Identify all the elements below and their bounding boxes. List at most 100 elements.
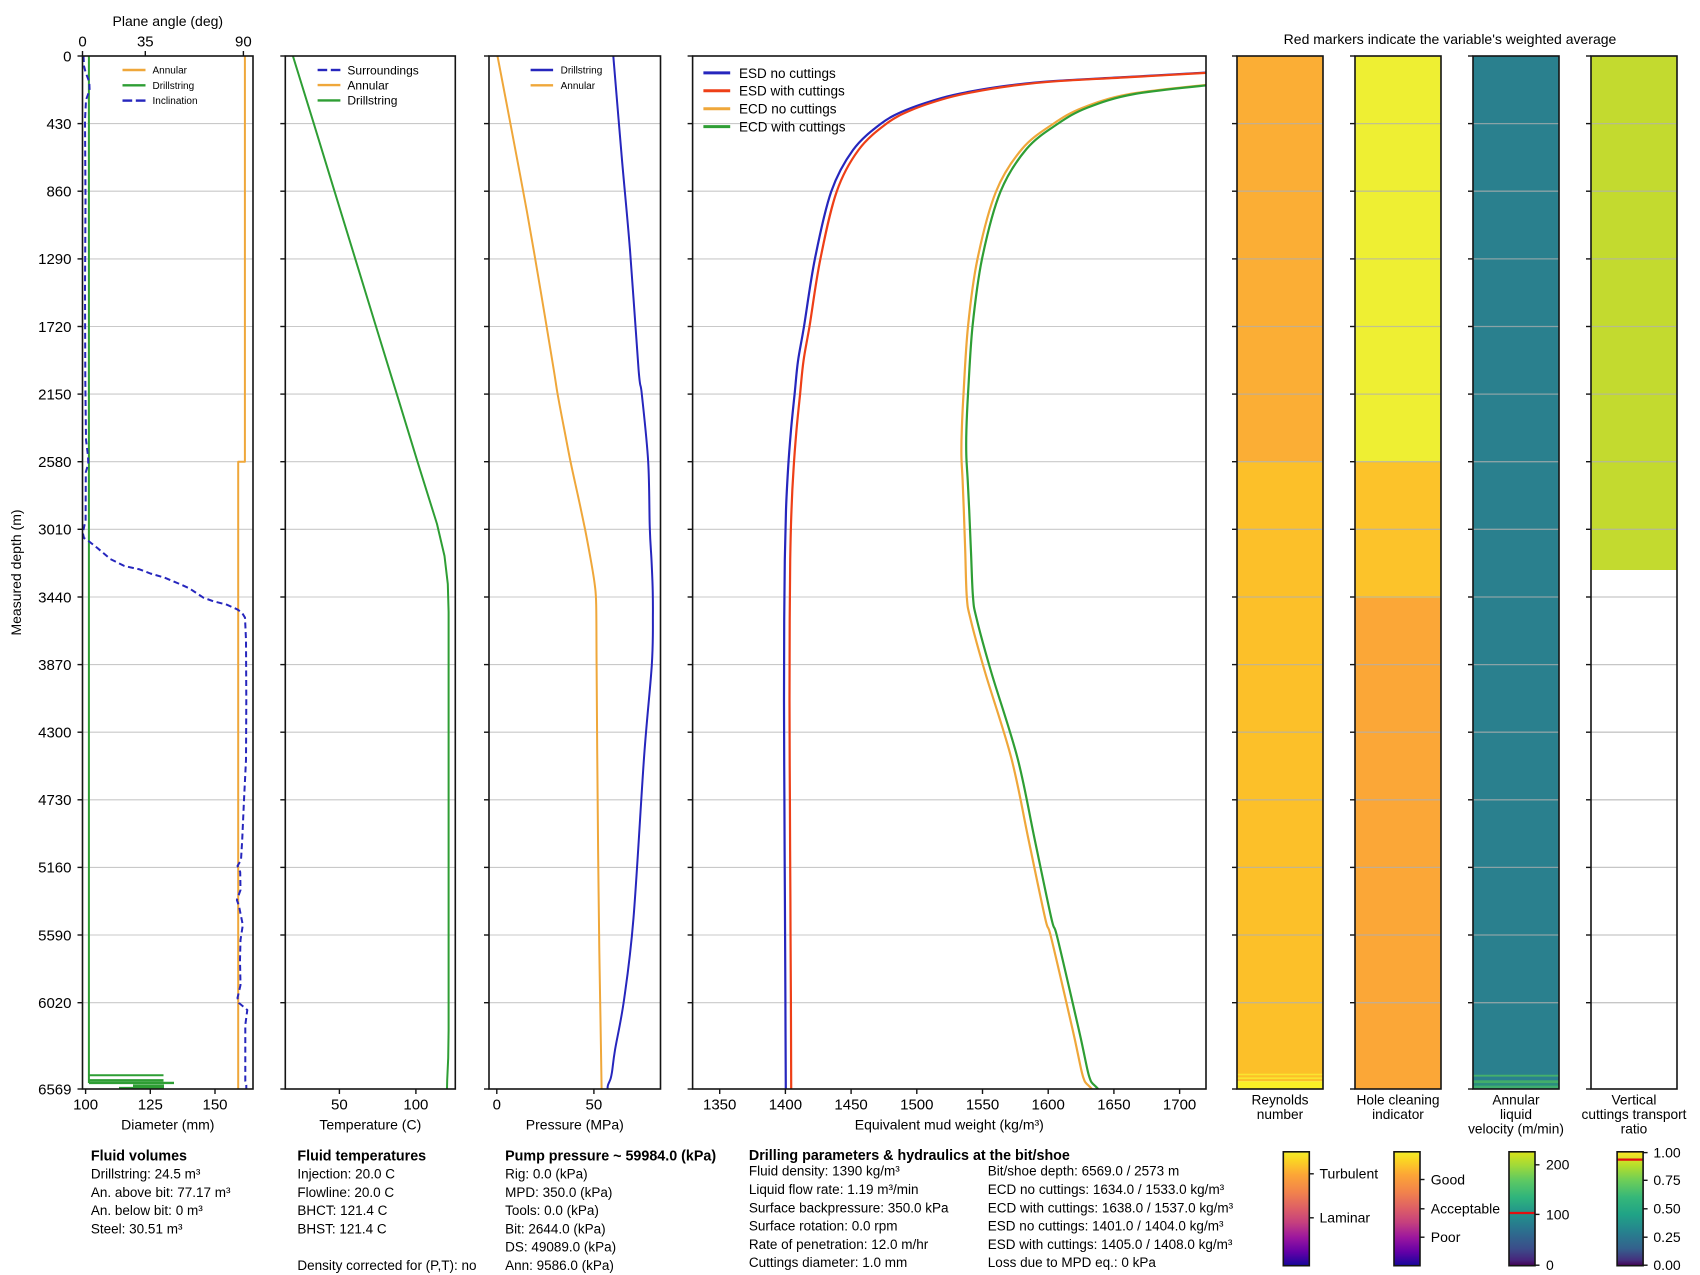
svg-text:3870: 3870 bbox=[38, 657, 71, 674]
svg-text:Density corrected for (P,T): n: Density corrected for (P,T): no bbox=[297, 1258, 476, 1273]
svg-text:0: 0 bbox=[493, 1097, 501, 1114]
svg-text:1.00: 1.00 bbox=[1653, 1145, 1680, 1161]
svg-text:3440: 3440 bbox=[38, 589, 71, 606]
svg-text:An. below bit: 0 m³: An. below bit: 0 m³ bbox=[91, 1203, 203, 1218]
svg-text:1450: 1450 bbox=[834, 1097, 867, 1114]
svg-text:1350: 1350 bbox=[703, 1097, 736, 1114]
svg-text:Fluid volumes: Fluid volumes bbox=[91, 1149, 187, 1165]
svg-text:5160: 5160 bbox=[38, 860, 71, 877]
svg-text:BHST: 121.4 C: BHST: 121.4 C bbox=[297, 1221, 387, 1236]
svg-text:0.25: 0.25 bbox=[1653, 1229, 1680, 1245]
svg-text:Equivalent mud weight (kg/m³): Equivalent mud weight (kg/m³) bbox=[855, 1117, 1044, 1133]
svg-text:430: 430 bbox=[46, 116, 71, 133]
svg-text:1500: 1500 bbox=[900, 1097, 933, 1114]
svg-text:Annular: Annular bbox=[347, 78, 388, 92]
svg-text:200: 200 bbox=[1546, 1157, 1570, 1173]
svg-text:Good: Good bbox=[1431, 1171, 1465, 1187]
svg-text:ratio: ratio bbox=[1621, 1122, 1648, 1137]
svg-text:100: 100 bbox=[403, 1097, 428, 1114]
svg-text:ECD with cuttings: 1638.0 / 15: ECD with cuttings: 1638.0 / 1537.0 kg/m³ bbox=[988, 1200, 1234, 1215]
svg-text:DS: 49089.0 (kPa): DS: 49089.0 (kPa) bbox=[505, 1240, 616, 1255]
svg-text:Bit/shoe depth: 6569.0 / 2573: Bit/shoe depth: 6569.0 / 2573 m bbox=[988, 1164, 1179, 1179]
svg-text:ECD with cuttings: ECD with cuttings bbox=[739, 120, 846, 135]
svg-text:0: 0 bbox=[78, 34, 86, 51]
svg-text:ESD no cuttings: 1401.0 / 1404: ESD no cuttings: 1401.0 / 1404.0 kg/m³ bbox=[988, 1219, 1224, 1234]
svg-text:Tools: 0.0 (kPa): Tools: 0.0 (kPa) bbox=[505, 1203, 599, 1218]
svg-text:6569: 6569 bbox=[38, 1081, 71, 1098]
svg-text:2150: 2150 bbox=[38, 386, 71, 403]
svg-text:Laminar: Laminar bbox=[1320, 1210, 1371, 1226]
svg-text:liquid: liquid bbox=[1500, 1107, 1532, 1122]
svg-text:1650: 1650 bbox=[1097, 1097, 1130, 1114]
svg-text:Hole cleaning: Hole cleaning bbox=[1357, 1093, 1440, 1108]
svg-text:2580: 2580 bbox=[38, 454, 71, 471]
svg-text:4300: 4300 bbox=[38, 725, 71, 742]
svg-text:Vertical: Vertical bbox=[1612, 1093, 1657, 1108]
svg-text:4730: 4730 bbox=[38, 792, 71, 809]
svg-text:cuttings transport: cuttings transport bbox=[1582, 1107, 1687, 1122]
svg-text:1700: 1700 bbox=[1163, 1097, 1196, 1114]
svg-text:Steel: 30.51 m³: Steel: 30.51 m³ bbox=[91, 1221, 183, 1236]
svg-text:Surroundings: Surroundings bbox=[347, 63, 418, 77]
svg-text:0.50: 0.50 bbox=[1653, 1201, 1680, 1217]
svg-text:35: 35 bbox=[137, 34, 154, 51]
svg-text:90: 90 bbox=[235, 34, 252, 51]
svg-text:Ann: 9586.0 (kPa): Ann: 9586.0 (kPa) bbox=[505, 1258, 614, 1273]
svg-text:Drillstring: Drillstring bbox=[153, 81, 195, 92]
svg-text:Red markers indicate the varia: Red markers indicate the variable's weig… bbox=[1284, 31, 1617, 47]
svg-text:Rig: 0.0 (kPa): Rig: 0.0 (kPa) bbox=[505, 1167, 588, 1182]
svg-text:ESD with cuttings: 1405.0 / 14: ESD with cuttings: 1405.0 / 1408.0 kg/m³ bbox=[988, 1237, 1233, 1252]
svg-text:Loss due to MPD eq.: 0 kPa: Loss due to MPD eq.: 0 kPa bbox=[988, 1255, 1157, 1270]
svg-text:ECD no cuttings: ECD no cuttings bbox=[739, 102, 837, 117]
svg-text:Annular: Annular bbox=[1492, 1093, 1540, 1108]
svg-text:Fluid temperatures: Fluid temperatures bbox=[297, 1149, 426, 1165]
svg-text:100: 100 bbox=[73, 1097, 98, 1114]
svg-text:An. above bit: 77.17 m³: An. above bit: 77.17 m³ bbox=[91, 1185, 231, 1200]
svg-text:Inclination: Inclination bbox=[153, 96, 198, 107]
svg-text:Bit: 2644.0 (kPa): Bit: 2644.0 (kPa) bbox=[505, 1221, 606, 1236]
svg-text:ECD no cuttings: 1634.0 / 1533: ECD no cuttings: 1634.0 / 1533.0 kg/m³ bbox=[988, 1182, 1225, 1197]
svg-text:Liquid flow rate: 1.19 m³/min: Liquid flow rate: 1.19 m³/min bbox=[749, 1182, 919, 1197]
svg-text:1550: 1550 bbox=[966, 1097, 999, 1114]
svg-text:Drillstring: 24.5 m³: Drillstring: 24.5 m³ bbox=[91, 1167, 201, 1182]
svg-text:0.75: 0.75 bbox=[1653, 1172, 1680, 1188]
svg-text:Measured depth (m): Measured depth (m) bbox=[8, 509, 24, 635]
svg-text:Turbulent: Turbulent bbox=[1320, 1166, 1379, 1182]
svg-text:velocity (m/min): velocity (m/min) bbox=[1468, 1122, 1564, 1137]
svg-text:50: 50 bbox=[331, 1097, 348, 1114]
svg-text:ESD with cuttings: ESD with cuttings bbox=[739, 84, 845, 99]
svg-text:Flowline: 20.0 C: Flowline: 20.0 C bbox=[297, 1185, 394, 1200]
svg-text:125: 125 bbox=[138, 1097, 163, 1114]
svg-text:Poor: Poor bbox=[1431, 1229, 1461, 1245]
svg-text:Surface backpressure: 350.0 kP: Surface backpressure: 350.0 kPa bbox=[749, 1200, 949, 1215]
svg-text:Pressure (MPa): Pressure (MPa) bbox=[526, 1117, 624, 1133]
svg-text:5590: 5590 bbox=[38, 927, 71, 944]
svg-text:BHCT: 121.4 C: BHCT: 121.4 C bbox=[297, 1203, 387, 1218]
svg-text:860: 860 bbox=[46, 184, 71, 201]
svg-text:100: 100 bbox=[1546, 1206, 1570, 1222]
svg-text:Injection: 20.0 C: Injection: 20.0 C bbox=[297, 1167, 395, 1182]
svg-text:ESD no cuttings: ESD no cuttings bbox=[739, 66, 836, 81]
svg-text:Cuttings diameter: 1.0 mm: Cuttings diameter: 1.0 mm bbox=[749, 1255, 907, 1270]
svg-text:6020: 6020 bbox=[38, 995, 71, 1012]
svg-text:number: number bbox=[1257, 1107, 1304, 1122]
svg-text:1720: 1720 bbox=[38, 319, 71, 336]
svg-text:Rate of penetration: 12.0 m/hr: Rate of penetration: 12.0 m/hr bbox=[749, 1237, 929, 1252]
svg-text:1400: 1400 bbox=[769, 1097, 802, 1114]
svg-text:Annular: Annular bbox=[561, 81, 596, 92]
svg-text:1290: 1290 bbox=[38, 251, 71, 268]
svg-text:150: 150 bbox=[202, 1097, 227, 1114]
svg-text:Surface rotation: 0.0 rpm: Surface rotation: 0.0 rpm bbox=[749, 1219, 898, 1234]
svg-text:Reynolds: Reynolds bbox=[1251, 1093, 1308, 1108]
svg-text:Fluid density: 1390 kg/m³: Fluid density: 1390 kg/m³ bbox=[749, 1164, 900, 1179]
svg-text:50: 50 bbox=[586, 1097, 603, 1114]
svg-text:Drillstring: Drillstring bbox=[347, 94, 397, 108]
svg-text:MPD: 350.0 (kPa): MPD: 350.0 (kPa) bbox=[505, 1185, 612, 1200]
svg-text:1600: 1600 bbox=[1032, 1097, 1065, 1114]
svg-text:Acceptable: Acceptable bbox=[1431, 1201, 1500, 1217]
svg-text:Pump pressure ~ 59984.0 (kPa): Pump pressure ~ 59984.0 (kPa) bbox=[505, 1149, 716, 1165]
svg-text:Annular: Annular bbox=[153, 66, 188, 77]
svg-text:Drillstring: Drillstring bbox=[561, 66, 603, 77]
svg-text:Drilling parameters & hydrauli: Drilling parameters & hydraulics at the … bbox=[749, 1148, 1070, 1164]
svg-text:Temperature (C): Temperature (C) bbox=[319, 1117, 421, 1133]
